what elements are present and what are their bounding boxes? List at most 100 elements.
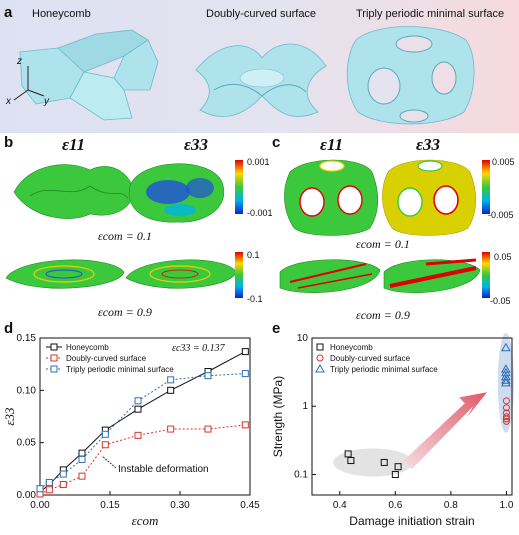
data-point: [59, 481, 67, 489]
y-axis-label: ε33: [2, 407, 17, 426]
data-point: [502, 404, 510, 412]
panel-b-label: b: [4, 134, 14, 151]
legend-marker: [315, 363, 325, 373]
data-point: [78, 449, 86, 457]
honeycomb-cluster-highlight: [333, 448, 414, 477]
data-point: [501, 375, 511, 384]
plot-frame: [39, 337, 251, 496]
data-point: [78, 472, 86, 480]
data-point: [204, 372, 212, 380]
data-point: [45, 486, 53, 494]
x-tick-label: 0.4: [333, 500, 347, 511]
instable-deformation-annotation: Instable deformation: [118, 464, 209, 475]
legend-label: Doubly-curved surface: [66, 354, 147, 363]
data-point: [241, 348, 249, 356]
x-tick-label: 0.15: [100, 500, 120, 511]
y-axis-label: Strength (MPa): [271, 376, 285, 457]
colorbar-b-top-min: -0.001: [247, 208, 273, 218]
panel-b-strain-high: εcom = 0.9: [98, 305, 152, 319]
y-tick-label: 1: [302, 401, 308, 412]
x-axis-label: Damage initiation strain: [349, 514, 474, 528]
axis-y-label: y: [44, 96, 49, 107]
tpms-model: [346, 26, 475, 125]
data-point: [45, 478, 53, 486]
data-point: [501, 377, 511, 387]
x-tick-label: 0.45: [240, 500, 260, 511]
panel-e-label: e: [272, 320, 281, 337]
data-point: [241, 421, 249, 429]
tpms-eps33-top: [382, 159, 477, 236]
honeycomb-model: [19, 29, 159, 121]
honeycomb-eps11-top: [13, 164, 135, 219]
tpms-eps33-bottom: [383, 258, 481, 293]
colorbar-c-bottom-min: -0.05: [490, 296, 511, 306]
data-point: [134, 431, 142, 439]
honeycomb-title: Honeycomb: [32, 8, 91, 20]
plot-frame: [311, 337, 513, 496]
y-tick-label: 0.15: [17, 333, 37, 344]
colorbar-c-top: [482, 160, 490, 214]
colorbar-b-top: [235, 160, 243, 214]
panel-b-eps11-label: ε11: [62, 135, 86, 154]
legend-label: Honeycomb: [330, 343, 373, 352]
y-tick-label: 0.05: [17, 438, 37, 449]
trend-arrow: [403, 392, 487, 470]
data-point: [391, 470, 399, 478]
data-point: [204, 425, 212, 433]
tpms-eps11-top: [284, 159, 379, 236]
data-point: [502, 413, 510, 421]
data-point: [502, 397, 510, 405]
panel-a-label: a: [4, 4, 13, 21]
colorbar-c-bottom: [482, 252, 490, 298]
legend-marker: [50, 354, 58, 362]
legend-label: Doubly-curved surface: [330, 354, 411, 363]
series-line-1: [39, 424, 246, 495]
colorbar-b-bottom-min: -0.1: [247, 294, 263, 304]
data-point: [502, 415, 510, 423]
x-tick-label: 0.8: [444, 500, 458, 511]
panel-b-eps33-label: ε33: [184, 135, 208, 154]
honeycomb-eps33-bottom: [125, 259, 237, 289]
data-point: [347, 457, 355, 465]
panel-c-strain-low: εcom = 0.1: [356, 237, 410, 251]
critical-strain-annotation: εc33 = 0.137: [172, 343, 226, 354]
tpms-eps11-bottom: [279, 259, 381, 293]
panel-b-strain-low: εcom = 0.1: [98, 229, 152, 243]
panel-c-eps11-label: ε11: [320, 135, 344, 154]
panel-c-label: c: [272, 134, 281, 151]
y-tick-label: 0.1: [294, 469, 308, 480]
colorbar-b-bottom: [235, 252, 243, 298]
legend-marker: [316, 343, 324, 351]
panel-c-eps33-label: ε33: [416, 135, 440, 154]
panel-c-strain-high: εcom = 0.9: [356, 308, 410, 322]
honeycomb-eps33-top: [128, 163, 225, 223]
data-point: [101, 430, 109, 438]
doubly-curved-title: Doubly-curved surface: [206, 8, 317, 20]
legend-marker: [50, 365, 58, 373]
data-point: [394, 463, 402, 471]
data-point: [101, 441, 109, 449]
tpms-title: Triply periodic minimal surface: [356, 8, 505, 20]
data-point: [36, 485, 44, 493]
panel-a-background: [0, 0, 519, 133]
panel-b-contours: [5, 160, 243, 298]
doubly-curved-model: [195, 43, 327, 117]
data-point: [134, 397, 142, 405]
chart-e: 0.4 0.6 0.8 1.0 0.1 1 10 Damage initiation stra…: [271, 332, 514, 528]
legend-label: Honeycomb: [66, 343, 109, 352]
colorbar-b-top-max: 0.001: [247, 157, 270, 167]
data-point: [167, 425, 175, 433]
data-point: [59, 470, 67, 478]
annotation-arrow: [101, 455, 117, 469]
x-tick-label: 1.0: [499, 500, 513, 511]
axis-x-label: x: [6, 96, 11, 107]
data-point: [380, 458, 388, 466]
data-point: [501, 342, 511, 352]
colorbar-c-bottom-max: 0.05: [494, 252, 512, 262]
x-tick-label: 0.00: [30, 500, 50, 511]
honeycomb-eps11-bottom: [5, 259, 125, 289]
data-point: [78, 455, 86, 463]
colorbar-c-top-min: -0.005: [488, 210, 514, 220]
data-point: [241, 370, 249, 378]
data-point: [134, 405, 142, 413]
